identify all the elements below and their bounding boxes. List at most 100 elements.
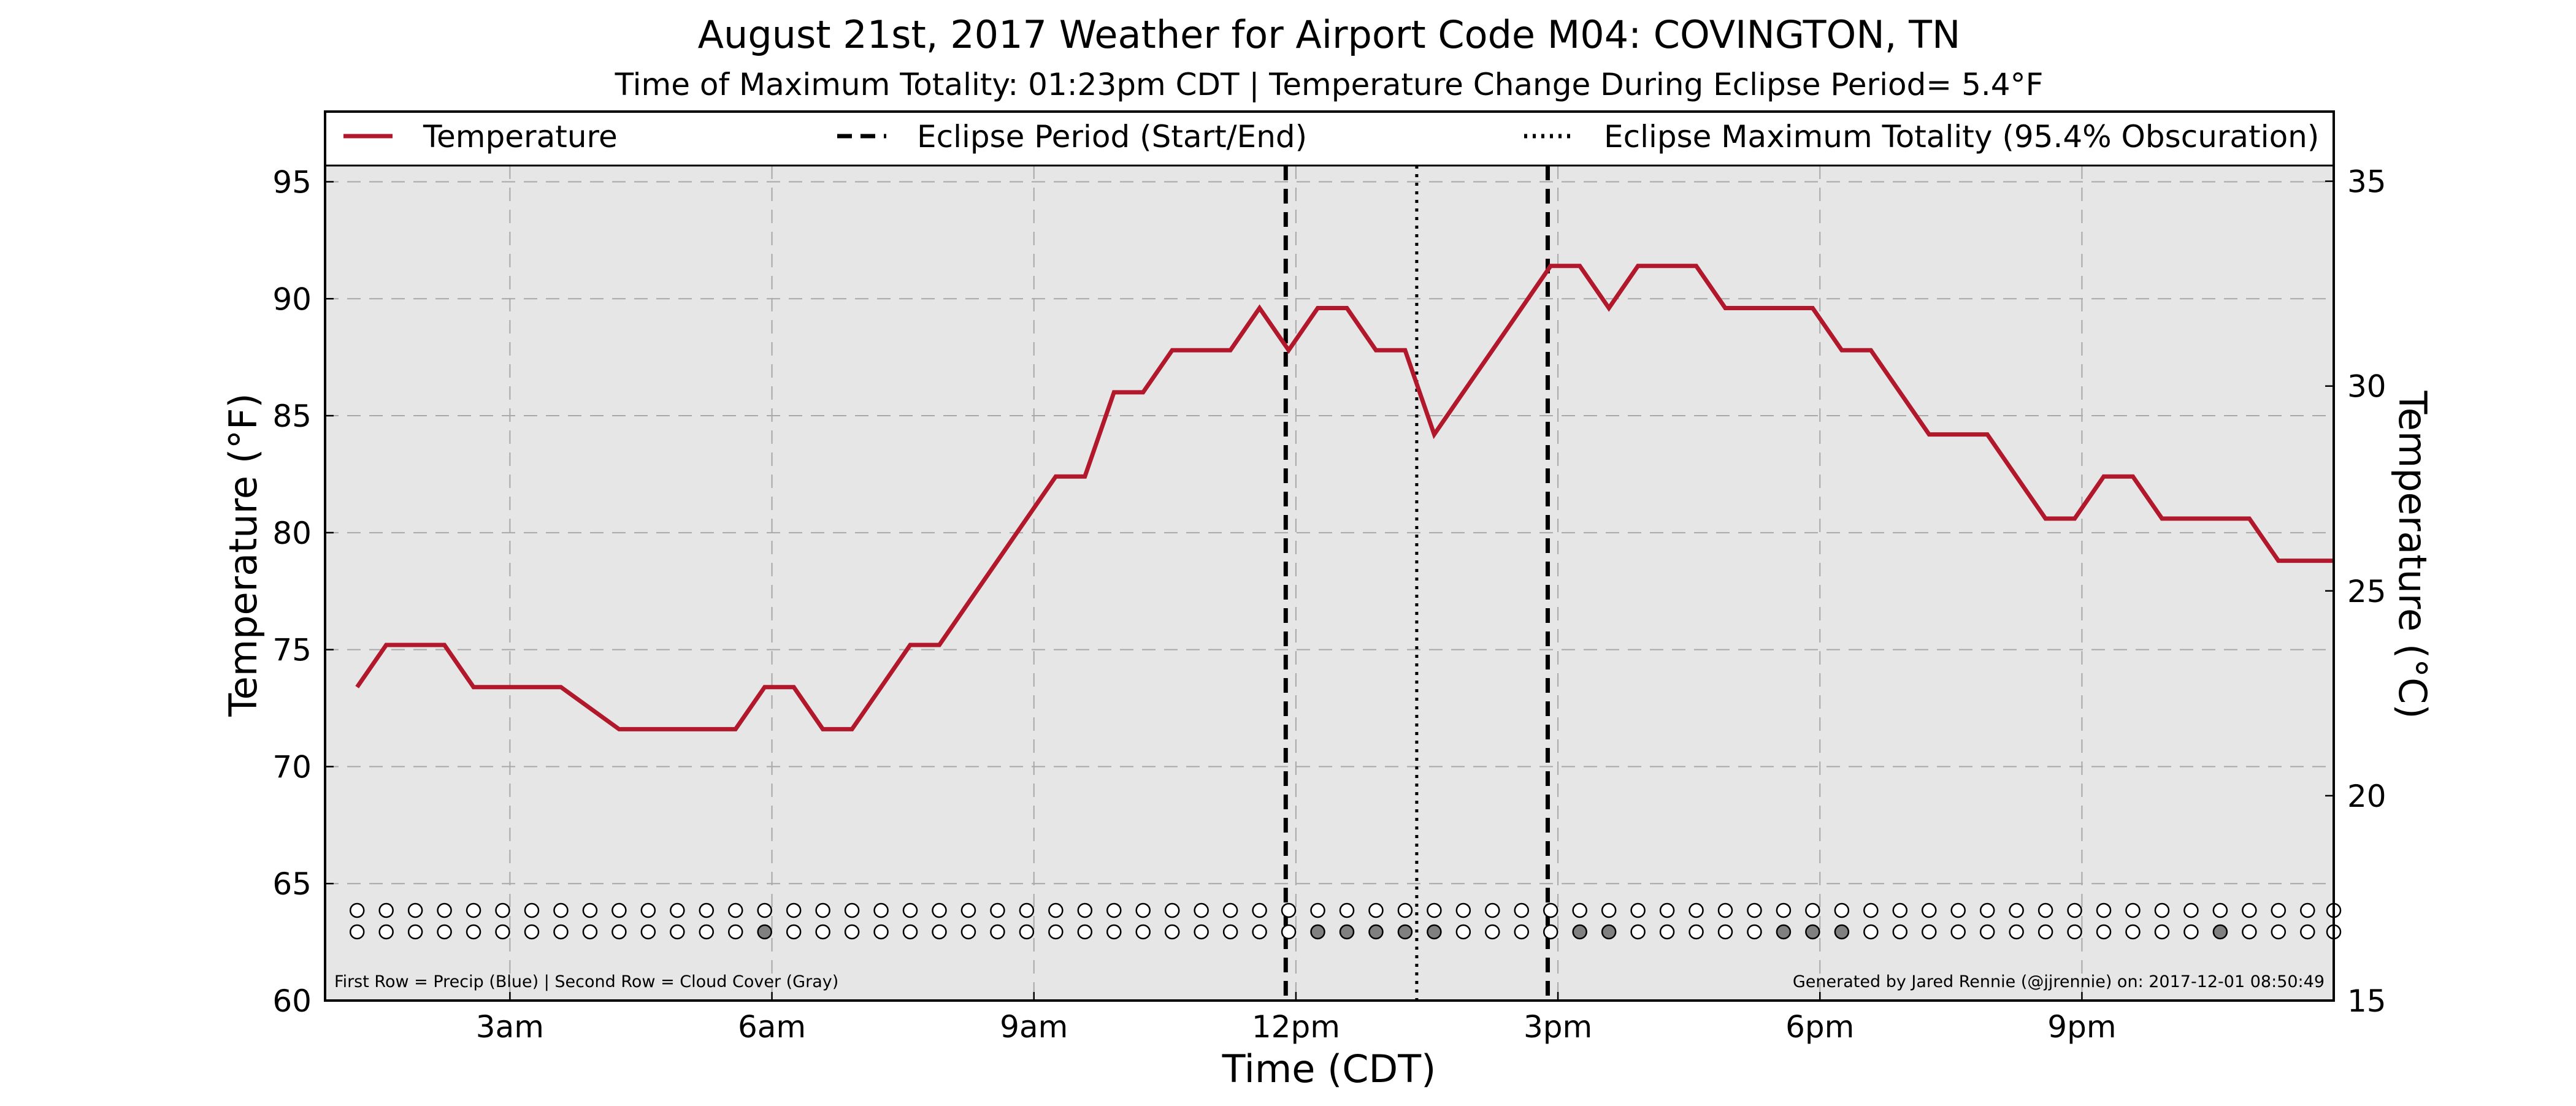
x-tick-label: 6am	[738, 1009, 806, 1045]
precip-marker	[1222, 902, 1238, 918]
cloud-marker	[1368, 924, 1384, 940]
cloud-marker	[727, 924, 743, 940]
cloud-marker	[1455, 924, 1471, 940]
cloud-marker	[1601, 924, 1617, 940]
cloud-marker	[1222, 924, 1238, 940]
cloud-marker	[1863, 924, 1879, 940]
precip-marker	[873, 902, 889, 918]
precip-marker	[1747, 902, 1762, 918]
precip-marker	[1485, 902, 1500, 918]
precip-marker	[2212, 902, 2228, 918]
precip-marker	[932, 902, 947, 918]
cloud-marker	[1194, 924, 1209, 940]
plot-frame	[324, 110, 2335, 1002]
cloud-marker	[873, 924, 889, 940]
cloud-marker	[2037, 924, 2053, 940]
precip-marker	[1834, 902, 1850, 918]
footnote-left: First Row = Precip (Blue) | Second Row =…	[334, 972, 838, 991]
plot-background	[325, 112, 2334, 1001]
cloud-marker	[2009, 924, 2024, 940]
y-tick-label: 85	[272, 399, 312, 434]
precip-marker	[2300, 902, 2315, 918]
cloud-marker	[611, 924, 627, 940]
y-tick-label: 60	[272, 983, 312, 1019]
cloud-marker	[378, 924, 394, 940]
precip-marker	[902, 902, 918, 918]
y-right-tick-label: 25	[2347, 574, 2386, 609]
precip-marker	[2125, 902, 2141, 918]
precip-marker	[990, 902, 1005, 918]
y-tick-label: 65	[272, 866, 312, 902]
precip-marker	[553, 902, 569, 918]
cloud-marker	[1427, 924, 1442, 940]
cloud-marker	[1252, 924, 1267, 940]
x-tick-label: 9am	[1000, 1009, 1068, 1045]
y-axis-label-left: Temperature (°F)	[221, 393, 266, 717]
cloud-marker	[1659, 924, 1675, 940]
footnote-right: Generated by Jared Rennie (@jjrennie) on…	[1793, 972, 2325, 991]
precip-marker	[2154, 902, 2170, 918]
precip-marker	[757, 902, 772, 918]
precip-marker	[844, 902, 860, 918]
cloud-marker	[2300, 924, 2315, 940]
cloud-marker	[582, 924, 598, 940]
y-tick-label: 75	[272, 633, 312, 668]
cloud-marker	[437, 924, 452, 940]
cloud-marker	[670, 924, 685, 940]
cloud-marker	[844, 924, 860, 940]
cloud-marker	[2242, 924, 2257, 940]
y-tick-label: 80	[272, 516, 312, 551]
cloud-marker	[1630, 924, 1646, 940]
cloud-marker	[1717, 924, 1733, 940]
cloud-marker	[1397, 924, 1413, 940]
precip-marker	[1514, 902, 1530, 918]
precip-marker	[466, 902, 481, 918]
precip-marker	[1252, 902, 1267, 918]
cloud-marker	[1077, 924, 1093, 940]
cloud-marker	[1572, 924, 1587, 940]
cloud-marker	[524, 924, 540, 940]
x-axis-label: Time (CDT)	[1222, 1047, 1436, 1091]
precip-marker	[1689, 902, 1704, 918]
precip-marker	[1281, 902, 1297, 918]
precip-marker	[1077, 902, 1093, 918]
cloud-marker	[699, 924, 715, 940]
cloud-marker	[1979, 924, 1995, 940]
x-tick-label: 3pm	[1524, 1009, 1592, 1045]
precip-marker	[2009, 902, 2024, 918]
precip-marker	[1601, 902, 1617, 918]
cloud-marker	[932, 924, 947, 940]
cloud-marker	[1019, 924, 1035, 940]
precip-marker	[1194, 902, 1209, 918]
cloud-marker	[1106, 924, 1122, 940]
x-tick-label: 12pm	[1252, 1009, 1340, 1045]
cloud-marker	[349, 924, 365, 940]
y-tick-label: 90	[272, 281, 312, 317]
temperature-line	[355, 264, 2334, 731]
precip-marker	[1339, 902, 1355, 918]
precip-marker	[1717, 902, 1733, 918]
plot-layer: 60 65 70 75 80 85 90 95 15 20 25 30 35 3am 6am 9am 12pm 3…	[272, 110, 2386, 1045]
y-right-tick-label: 15	[2347, 983, 2386, 1019]
precip-marker	[2067, 902, 2082, 918]
precip-marker	[1397, 902, 1413, 918]
precip-marker	[1135, 902, 1151, 918]
precip-marker	[1106, 902, 1122, 918]
legend-label: Eclipse Period (Start/End)	[917, 119, 1307, 154]
chart-title: August 21st, 2017 Weather for Airport Co…	[698, 12, 1961, 57]
chart-subtitle: Time of Maximum Totality: 01:23pm CDT | …	[615, 67, 2044, 102]
cloud-marker	[1514, 924, 1530, 940]
cloud-marker	[2154, 924, 2170, 940]
precip-marker	[1892, 902, 1908, 918]
precip-marker	[1019, 902, 1035, 918]
y-right-tick-label: 30	[2347, 369, 2386, 405]
precip-marker	[1979, 902, 1995, 918]
cloud-marker	[960, 924, 976, 940]
precip-marker	[611, 902, 627, 918]
cloud-marker	[902, 924, 918, 940]
precip-marker	[1164, 902, 1180, 918]
cloud-marker	[466, 924, 481, 940]
precip-marker	[1572, 902, 1587, 918]
precip-marker	[786, 902, 802, 918]
legend-label: Eclipse Maximum Totality (95.4% Obscurat…	[1604, 119, 2319, 154]
